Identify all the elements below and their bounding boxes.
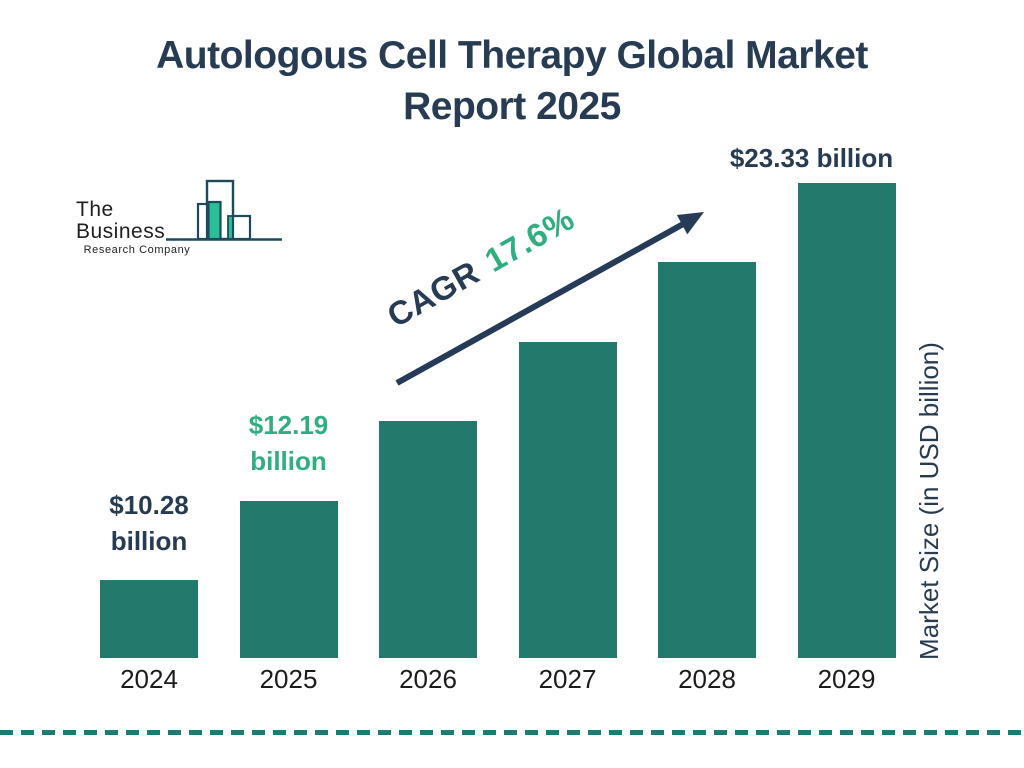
page-title-line-1: Autologous Cell Therapy Global Market	[156, 34, 868, 77]
x-tick-2027: 2027	[538, 664, 597, 694]
value-label-2025: $12.19 billion	[248, 410, 329, 476]
company-logo-text: The Business Research Company	[76, 198, 198, 257]
bar-2024	[100, 580, 198, 658]
x-tick-2028: 2028	[678, 664, 736, 694]
bar-2025	[239, 501, 338, 658]
x-tick-2024: 2024	[120, 664, 178, 694]
company-name: The Business	[76, 198, 166, 243]
x-tick-2025: 2025	[259, 664, 318, 694]
bar-chart-logo-icon	[166, 179, 282, 241]
bar-2027	[518, 342, 617, 658]
page-title: Autologous Cell Therapy Global Market Re…	[0, 30, 1024, 132]
y-axis-label: Market Size (in USD billion)	[914, 342, 944, 660]
value-label-2024: $10.28 billion	[109, 490, 189, 556]
x-tick-2029: 2029	[817, 664, 876, 694]
x-tick-2026: 2026	[399, 664, 457, 694]
bar-2028	[658, 262, 756, 658]
bar-2026	[379, 421, 477, 658]
dashed-divider	[0, 730, 1024, 735]
company-name-sub: Research Company	[83, 244, 191, 256]
value-label-2029: $23.33 billion	[729, 143, 894, 173]
bar-2029	[797, 183, 896, 658]
page-title-line-2: Report 2025	[403, 85, 621, 128]
